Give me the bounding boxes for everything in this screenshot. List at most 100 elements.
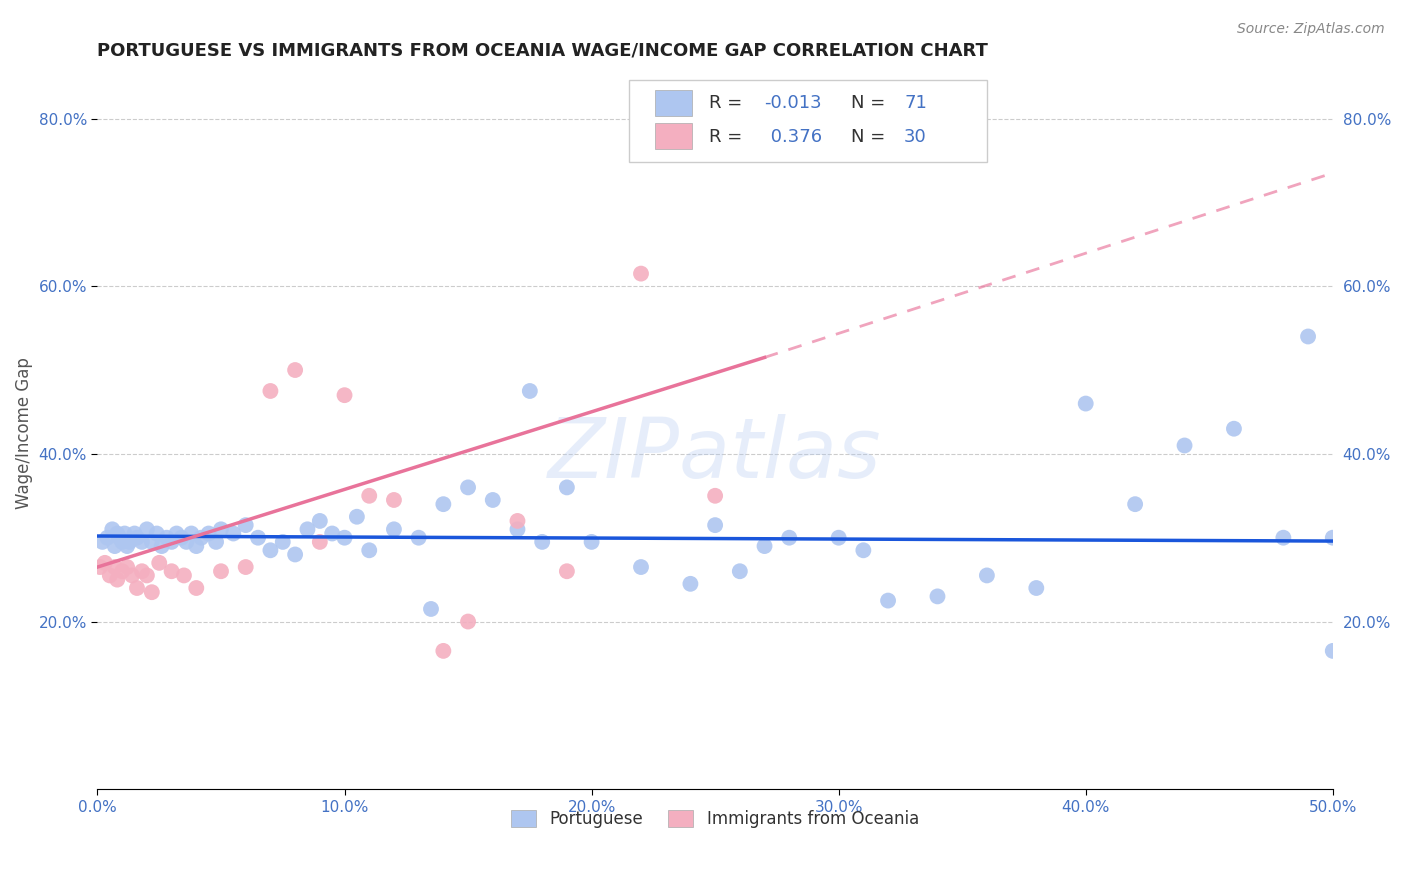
Point xyxy=(170,531,193,545)
Point xyxy=(150,539,173,553)
Point xyxy=(359,543,381,558)
Point xyxy=(506,522,529,536)
Point xyxy=(247,531,270,545)
Point xyxy=(135,568,157,582)
Text: 30: 30 xyxy=(904,128,927,146)
Point xyxy=(1123,497,1146,511)
Point xyxy=(1173,438,1195,452)
Text: 0.376: 0.376 xyxy=(765,128,821,146)
Text: 71: 71 xyxy=(904,94,927,112)
Point xyxy=(111,564,134,578)
Point xyxy=(679,577,702,591)
Point xyxy=(114,526,136,541)
Point xyxy=(531,535,554,549)
Point xyxy=(166,526,188,541)
FancyBboxPatch shape xyxy=(655,123,692,149)
Point xyxy=(408,531,430,545)
Point xyxy=(359,489,381,503)
Point xyxy=(630,267,652,281)
Point xyxy=(581,535,603,549)
Text: N =: N = xyxy=(851,94,886,112)
Point xyxy=(118,535,141,549)
Point xyxy=(222,526,245,541)
Point xyxy=(382,493,405,508)
Point xyxy=(180,526,202,541)
Point xyxy=(382,522,405,536)
Point xyxy=(877,593,900,607)
Text: ZIPatlas: ZIPatlas xyxy=(548,414,882,495)
Point xyxy=(91,535,114,549)
Point xyxy=(432,497,454,511)
Point xyxy=(284,548,307,562)
Text: PORTUGUESE VS IMMIGRANTS FROM OCEANIA WAGE/INCOME GAP CORRELATION CHART: PORTUGUESE VS IMMIGRANTS FROM OCEANIA WA… xyxy=(97,42,988,60)
FancyBboxPatch shape xyxy=(628,80,987,162)
Point xyxy=(111,535,134,549)
Point xyxy=(197,526,219,541)
Point xyxy=(176,535,198,549)
Text: N =: N = xyxy=(851,128,886,146)
Point xyxy=(105,526,128,541)
Point xyxy=(160,535,183,549)
Point xyxy=(346,509,368,524)
Point xyxy=(1025,581,1047,595)
Point xyxy=(96,531,118,545)
Text: R =: R = xyxy=(709,128,742,146)
Text: -0.013: -0.013 xyxy=(765,94,823,112)
Point xyxy=(205,535,228,549)
Point xyxy=(827,531,849,545)
Point xyxy=(173,568,195,582)
Point xyxy=(131,535,153,549)
Point xyxy=(555,480,578,494)
Point xyxy=(104,539,127,553)
Point xyxy=(481,493,503,508)
Point xyxy=(778,531,800,545)
Point xyxy=(297,522,319,536)
Point xyxy=(704,518,727,533)
Point xyxy=(284,363,307,377)
Point xyxy=(209,522,232,536)
Point xyxy=(121,568,143,582)
Point xyxy=(94,556,117,570)
Point xyxy=(148,556,170,570)
FancyBboxPatch shape xyxy=(655,90,692,116)
Point xyxy=(105,573,128,587)
Point xyxy=(115,539,138,553)
Point xyxy=(457,480,479,494)
Text: R =: R = xyxy=(709,94,742,112)
Point xyxy=(235,518,257,533)
Point xyxy=(1074,396,1097,410)
Point xyxy=(457,615,479,629)
Point xyxy=(1296,329,1319,343)
Point xyxy=(125,581,148,595)
Point xyxy=(115,560,138,574)
Point xyxy=(101,522,124,536)
Point xyxy=(135,522,157,536)
Y-axis label: Wage/Income Gap: Wage/Income Gap xyxy=(15,357,32,508)
Point xyxy=(704,489,727,503)
Point xyxy=(519,384,541,398)
Point xyxy=(1322,531,1344,545)
Point xyxy=(308,514,330,528)
Point xyxy=(1272,531,1295,545)
Point xyxy=(432,644,454,658)
Point xyxy=(728,564,751,578)
Point xyxy=(156,531,179,545)
Point xyxy=(131,564,153,578)
Point xyxy=(89,560,111,574)
Point xyxy=(420,602,443,616)
Legend: Portuguese, Immigrants from Oceania: Portuguese, Immigrants from Oceania xyxy=(505,803,925,834)
Text: Source: ZipAtlas.com: Source: ZipAtlas.com xyxy=(1237,22,1385,37)
Point xyxy=(160,564,183,578)
Point xyxy=(141,585,163,599)
Point xyxy=(271,535,294,549)
Point xyxy=(145,526,167,541)
Point xyxy=(321,526,343,541)
Point xyxy=(333,531,356,545)
Point xyxy=(506,514,529,528)
Point xyxy=(141,535,163,549)
Point xyxy=(333,388,356,402)
Point xyxy=(259,543,281,558)
Point xyxy=(852,543,875,558)
Point xyxy=(98,568,121,582)
Point xyxy=(186,581,208,595)
